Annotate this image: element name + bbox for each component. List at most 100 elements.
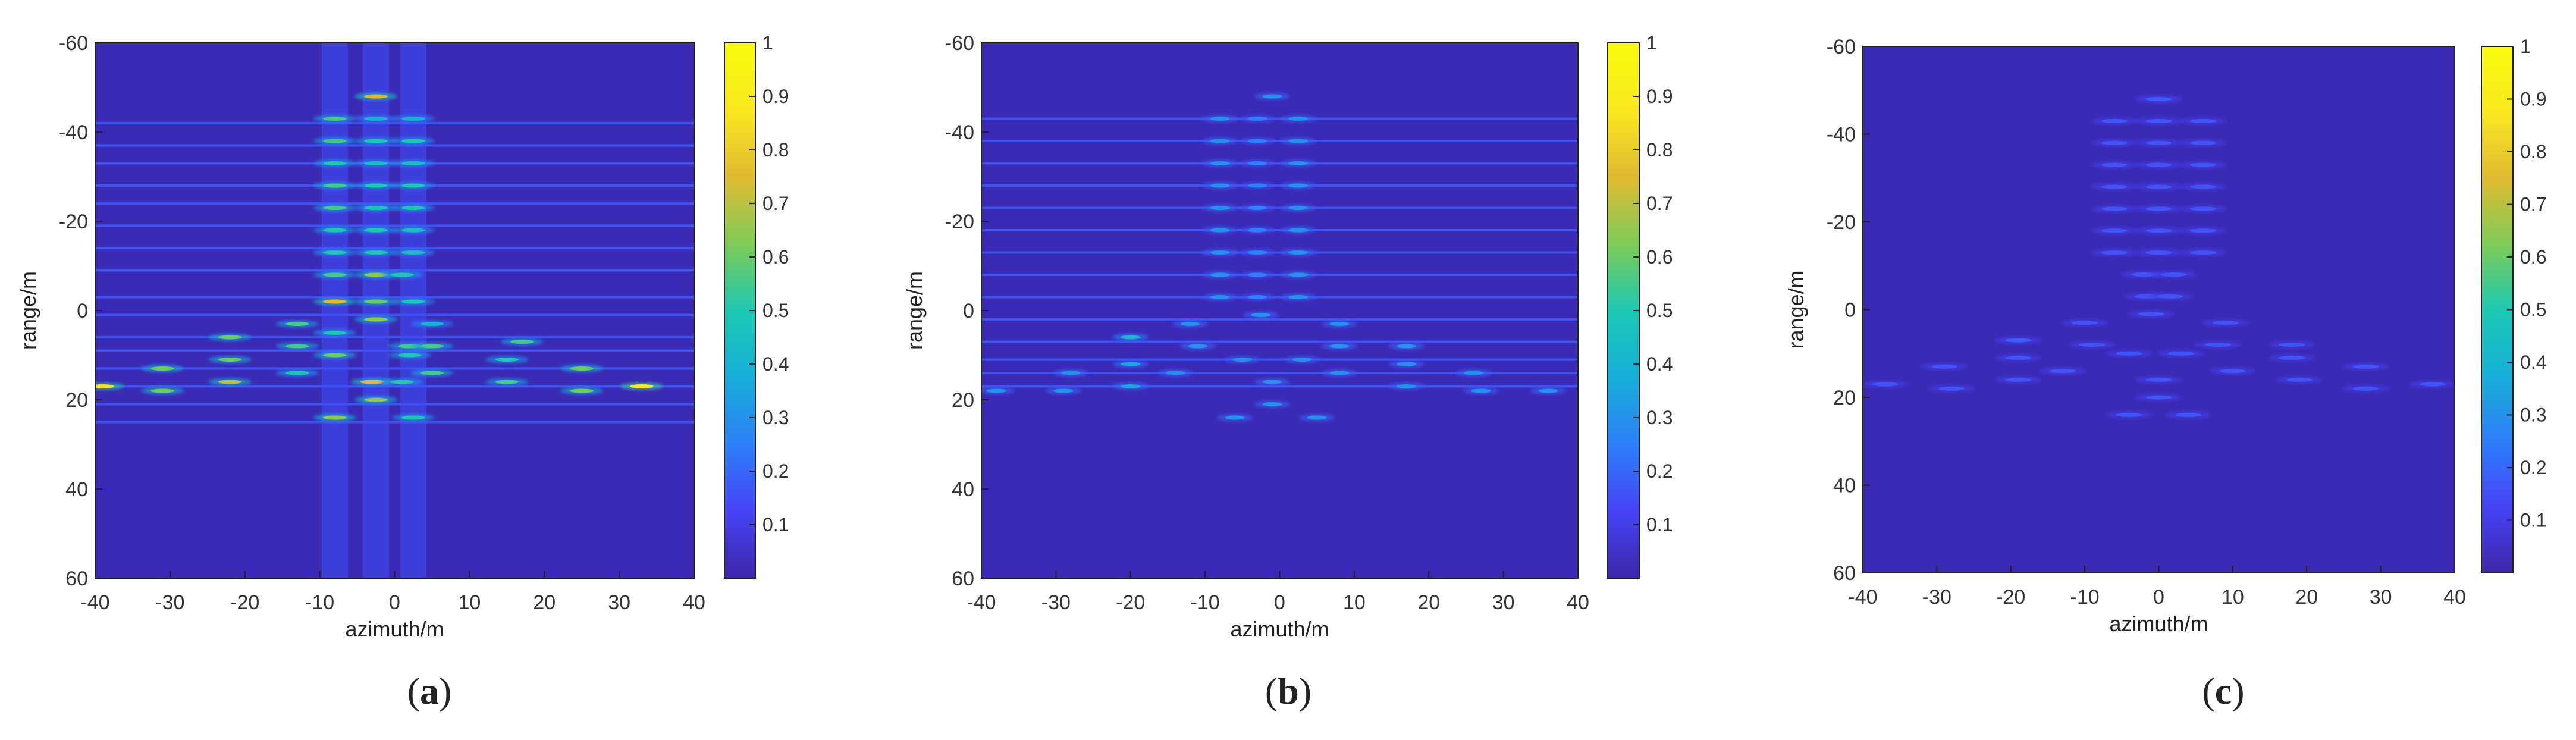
scatter-point	[1202, 293, 1238, 301]
caption-b: (b)	[1265, 670, 1312, 712]
colorbar-tick-label: 0.1	[763, 514, 789, 535]
range-line	[95, 122, 694, 124]
colorbar-tick-label: 0.4	[1646, 353, 1673, 375]
x-tick-label: -10	[2070, 586, 2100, 609]
scatter-point	[391, 249, 435, 256]
colorbar-tick-label: 0.4	[763, 353, 789, 375]
colorbar-tick-label: 0.2	[1646, 460, 1673, 482]
x-tick-label: 40	[683, 591, 705, 614]
scatter-point	[2268, 341, 2316, 349]
range-line	[981, 372, 1578, 374]
scatter-point	[2208, 367, 2257, 375]
scatter-point	[1280, 204, 1316, 212]
scatter-point	[313, 352, 356, 359]
scatter-point	[208, 378, 252, 385]
plot-area	[95, 43, 694, 578]
scatter-point	[275, 343, 319, 350]
y-tick-label: 20	[65, 389, 88, 412]
x-axis-label: azimuth/m	[1230, 617, 1329, 641]
scatter-point	[2068, 341, 2116, 349]
scatter-point	[1202, 159, 1238, 167]
range-line	[95, 202, 694, 205]
scatter-point	[2179, 183, 2227, 190]
scatter-point	[2157, 350, 2205, 358]
scatter-point	[2135, 183, 2183, 190]
scatter-point	[1217, 414, 1253, 421]
plot-background	[1863, 46, 2455, 573]
y-tick-label: -40	[1827, 124, 1856, 146]
scatter-point	[1045, 387, 1081, 394]
azimuth-streak	[363, 43, 390, 578]
y-tick-label: 40	[952, 478, 974, 501]
scatter-point	[141, 387, 184, 394]
colorbar-tick-label: 0.5	[2520, 299, 2546, 321]
y-tick-label: 20	[952, 389, 974, 412]
scatter-point	[560, 387, 604, 394]
scatter-point	[1994, 354, 2042, 362]
colorbar-tick-label: 0.4	[2520, 352, 2546, 373]
colorbar-tick-label: 0.9	[763, 86, 789, 107]
scatter-point	[1321, 369, 1357, 377]
scatter-point	[313, 414, 356, 421]
scatter-point	[1463, 387, 1499, 394]
panel-b: -40 -30 -20 -10 0 10 20 30 40 -60 -40 -20 0 20 40 60 azi…	[859, 0, 1718, 740]
heatmap-a: -40 -30 -20 -10 0 10 20 30 40 -60 -40 -20 0 20 40 60 azi…	[16, 32, 789, 641]
scatter-point	[2275, 376, 2323, 384]
colorbar	[2481, 46, 2514, 573]
x-tick-label: -30	[1041, 591, 1071, 614]
scatter-point	[313, 204, 356, 212]
y-tick-label: -60	[59, 32, 88, 55]
scatter-point	[1254, 400, 1290, 408]
range-line	[981, 318, 1578, 321]
scatter-point	[2090, 227, 2138, 234]
range-line	[981, 229, 1578, 231]
scatter-point	[2090, 249, 2138, 256]
plot-background	[95, 43, 694, 578]
scatter-point	[391, 227, 435, 234]
y-axis-label: range/m	[1784, 270, 1808, 349]
x-tick-label: 30	[1492, 591, 1515, 614]
x-tick-label: 20	[1417, 591, 1440, 614]
y-tick-label: -20	[945, 211, 974, 233]
scatter-point	[354, 182, 398, 189]
scatter-point	[313, 137, 356, 145]
scatter-point	[1053, 369, 1089, 377]
scatter-point	[1388, 382, 1425, 390]
scatter-point	[1530, 387, 1566, 394]
scatter-point	[1254, 93, 1290, 100]
scatter-point	[275, 369, 319, 377]
range-line	[981, 162, 1578, 165]
y-tick-label: 60	[65, 567, 88, 590]
scatter-point	[2135, 95, 2183, 103]
plot-area	[981, 43, 1578, 578]
scatter-point	[141, 365, 184, 372]
y-tick-label: -20	[1827, 211, 1856, 234]
scatter-point	[313, 115, 356, 123]
scatter-point	[2038, 367, 2086, 375]
scatter-point	[1202, 115, 1238, 123]
scatter-point	[1243, 311, 1279, 319]
range-line	[981, 184, 1578, 187]
scatter-point	[275, 320, 319, 328]
colorbar-tick-label: 0.2	[763, 460, 789, 482]
scatter-point	[981, 387, 1015, 394]
scatter-point	[1280, 182, 1316, 189]
x-tick-label: 10	[1343, 591, 1366, 614]
scatter-point	[2342, 363, 2390, 371]
x-tick-label: 30	[2370, 586, 2392, 609]
scatter-point	[1112, 382, 1149, 390]
range-line	[95, 247, 694, 249]
scatter-point	[2135, 139, 2183, 147]
colorbar-tick-label: 0.6	[763, 246, 789, 268]
scatter-point	[560, 365, 604, 372]
scatter-point	[1239, 204, 1275, 212]
heatmap-c: -40 -30 -20 -10 0 10 20 30 40 -60 -40 -20 0 20 40 60 azi…	[1784, 36, 2546, 636]
scatter-point	[485, 356, 529, 363]
scatter-point	[1239, 159, 1275, 167]
range-line	[981, 358, 1578, 361]
y-tick-label: 40	[1833, 475, 1856, 497]
x-tick-label: -20	[230, 591, 259, 614]
scatter-point	[2105, 350, 2153, 358]
scatter-point	[354, 249, 398, 256]
scatter-point	[2135, 376, 2183, 384]
